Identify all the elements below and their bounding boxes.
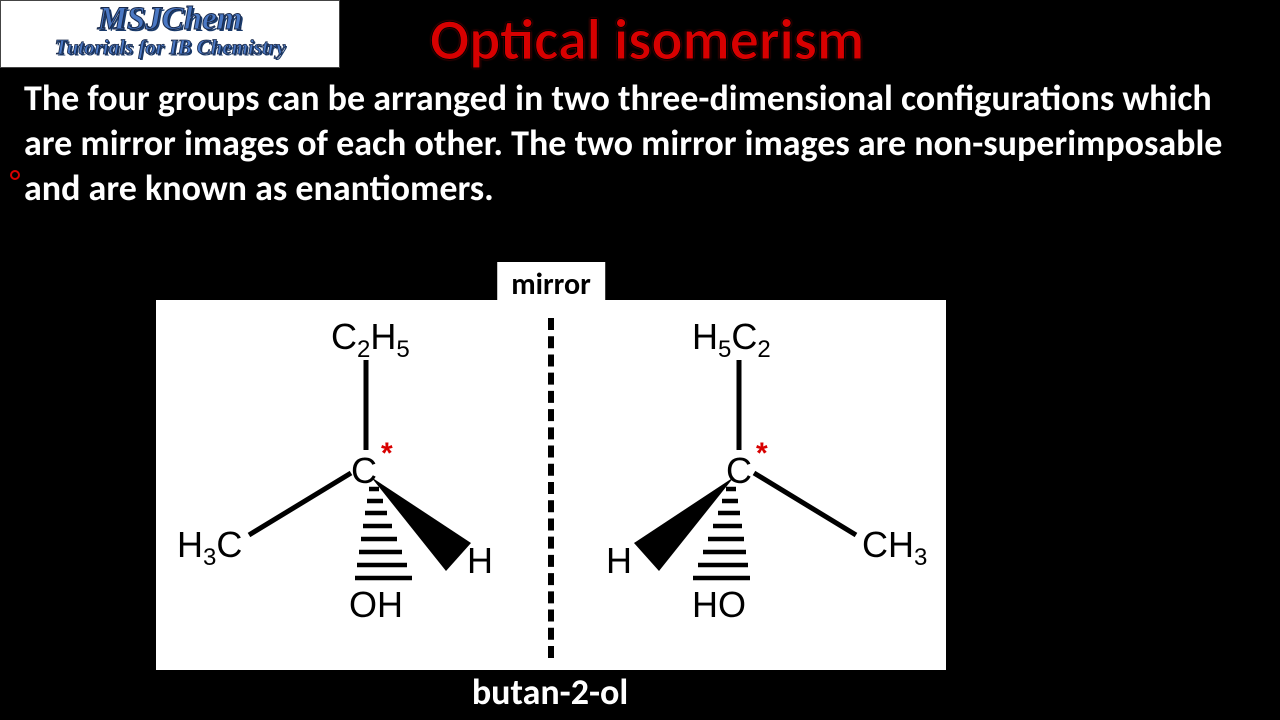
chiral-star-icon: * [381,437,393,471]
logo-subtitle: Tutorials for IB Chemistry [9,36,331,59]
bullet-marker [10,170,20,180]
left-left-group: H3C [177,527,242,563]
logo-title: MSJChem [9,3,331,36]
compound-name: butan-2-ol [0,670,1100,714]
right-dash-group: HO [692,587,746,623]
left-dash-group: OH [349,587,403,623]
left-wedge-group: H [467,543,493,579]
right-molecule-bonds [574,305,934,665]
left-enantiomer: C * C2H5 H3C H OH [171,305,531,665]
right-top-group: H5C2 [692,319,771,355]
right-enantiomer: C * H5C2 CH3 H HO [574,305,934,665]
right-center-carbon: C [726,453,752,489]
right-wedge-group: H [606,543,632,579]
body-text: The four groups can be arranged in two t… [24,76,1254,211]
page-title: Optical isomerism [430,4,864,75]
logo-box: MSJChem Tutorials for IB Chemistry [0,0,340,68]
left-center-carbon: C [351,453,377,489]
right-right-group: CH3 [862,527,927,563]
enantiomer-diagram: mirror C * C2H5 H3C H [156,300,946,670]
mirror-label: mirror [497,262,605,307]
left-top-group: C2H5 [331,319,410,355]
mirror-plane [548,318,554,658]
chiral-star-icon: * [756,437,768,471]
